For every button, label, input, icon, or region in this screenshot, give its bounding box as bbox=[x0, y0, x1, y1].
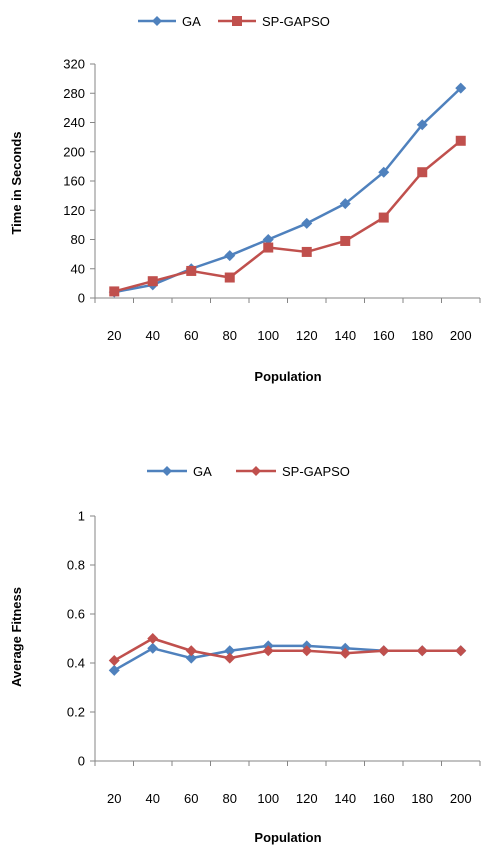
x-tick-label: 100 bbox=[257, 328, 279, 343]
y-tick-label: 40 bbox=[71, 261, 85, 276]
chart2-legend: GA SP-GAPSO bbox=[147, 464, 350, 479]
data-point-spgapso bbox=[378, 645, 390, 657]
data-point-ga bbox=[262, 234, 274, 245]
legend-ga-marker bbox=[152, 16, 162, 26]
chart1-y-axis-title: Time in Seconds bbox=[9, 131, 24, 234]
y-tick-label: 0.8 bbox=[67, 558, 85, 573]
data-point-ga bbox=[339, 198, 351, 210]
data-point-spgapso bbox=[340, 235, 351, 246]
legend-ga-label: GA bbox=[193, 464, 212, 479]
series-line-spgapso bbox=[113, 637, 461, 662]
x-tick-label: 40 bbox=[146, 791, 160, 806]
data-point-ga bbox=[185, 652, 197, 664]
legend-ga-marker bbox=[162, 466, 172, 476]
x-tick-label: 60 bbox=[184, 328, 198, 343]
x-tick-label: 160 bbox=[373, 328, 395, 343]
legend-spgapso-marker bbox=[251, 466, 261, 476]
chart2-series bbox=[108, 633, 467, 676]
legend-spgapso-marker bbox=[232, 16, 242, 26]
data-point-spgapso bbox=[301, 246, 312, 257]
data-point-ga bbox=[108, 664, 120, 676]
x-tick-label: 140 bbox=[334, 791, 356, 806]
chart2-x-axis-title: Population bbox=[254, 830, 321, 845]
data-point-ga bbox=[378, 166, 390, 178]
x-tick-label: 180 bbox=[411, 791, 433, 806]
y-tick-label: 240 bbox=[63, 115, 85, 130]
data-point-spgapso bbox=[186, 265, 197, 276]
y-tick-label: 0 bbox=[78, 291, 85, 306]
y-tick-label: 0.6 bbox=[67, 607, 85, 622]
data-point-spgapso bbox=[455, 135, 466, 146]
chart2-y-axis-title: Average Fitness bbox=[9, 587, 24, 687]
data-point-spgapso bbox=[262, 645, 274, 657]
legend-spgapso-label: SP-GAPSO bbox=[282, 464, 350, 479]
data-point-ga bbox=[147, 642, 159, 654]
chart1-x-axis-title: Population bbox=[254, 369, 321, 384]
y-tick-label: 80 bbox=[71, 232, 85, 247]
y-tick-label: 0.2 bbox=[67, 705, 85, 720]
series-line-ga bbox=[114, 87, 462, 294]
data-point-spgapso bbox=[109, 286, 120, 297]
x-tick-label: 60 bbox=[184, 791, 198, 806]
y-tick-label: 280 bbox=[63, 86, 85, 101]
x-tick-label: 80 bbox=[223, 328, 237, 343]
data-point-spgapso bbox=[185, 645, 197, 657]
chart1-axes: 0 40 80 120 160 200 240 280 320 20 40 60 80 100 120 140… bbox=[63, 57, 481, 343]
legend-ga-label: GA bbox=[182, 14, 201, 29]
y-tick-label: 320 bbox=[63, 57, 85, 72]
x-tick-label: 200 bbox=[450, 791, 472, 806]
data-point-spgapso bbox=[147, 276, 158, 287]
x-tick-label: 20 bbox=[107, 328, 121, 343]
legend-spgapso-label: SP-GAPSO bbox=[262, 14, 330, 29]
y-tick-label: 1 bbox=[78, 509, 85, 524]
data-point-ga bbox=[224, 250, 236, 262]
x-tick-label: 180 bbox=[411, 328, 433, 343]
x-tick-label: 80 bbox=[223, 791, 237, 806]
y-tick-label: 0 bbox=[78, 754, 85, 769]
data-point-spgapso bbox=[224, 272, 235, 283]
chart1-legend: GA SP-GAPSO bbox=[138, 14, 330, 29]
data-point-spgapso bbox=[417, 167, 428, 178]
data-point-ga bbox=[455, 82, 467, 94]
data-point-spgapso bbox=[455, 645, 467, 657]
chart-time-in-seconds: GA SP-GAPSO 0 40 80 120 160 200 240 280 320 20 40 6… bbox=[9, 14, 481, 384]
x-tick-label: 140 bbox=[334, 328, 356, 343]
y-tick-label: 200 bbox=[63, 144, 85, 159]
data-point-ga bbox=[224, 645, 236, 657]
y-tick-label: 120 bbox=[63, 203, 85, 218]
series-line-spgapso bbox=[113, 139, 462, 293]
data-point-spgapso bbox=[224, 652, 236, 664]
data-point-spgapso bbox=[416, 645, 428, 657]
x-tick-label: 40 bbox=[146, 328, 160, 343]
data-point-spgapso bbox=[339, 647, 351, 659]
data-point-ga bbox=[301, 217, 313, 229]
x-tick-label: 120 bbox=[296, 791, 318, 806]
data-point-spgapso bbox=[147, 633, 159, 644]
data-point-spgapso bbox=[378, 212, 389, 223]
x-tick-label: 100 bbox=[257, 791, 279, 806]
x-tick-label: 20 bbox=[107, 791, 121, 806]
data-point-ga bbox=[416, 119, 428, 131]
chart1-series bbox=[108, 82, 467, 298]
data-point-spgapso bbox=[301, 645, 313, 657]
x-tick-label: 120 bbox=[296, 328, 318, 343]
data-point-spgapso bbox=[108, 655, 120, 667]
data-point-spgapso bbox=[263, 242, 274, 253]
y-tick-label: 160 bbox=[63, 174, 85, 189]
x-tick-label: 160 bbox=[373, 791, 395, 806]
x-tick-label: 200 bbox=[450, 328, 472, 343]
y-tick-label: 0.4 bbox=[67, 656, 85, 671]
